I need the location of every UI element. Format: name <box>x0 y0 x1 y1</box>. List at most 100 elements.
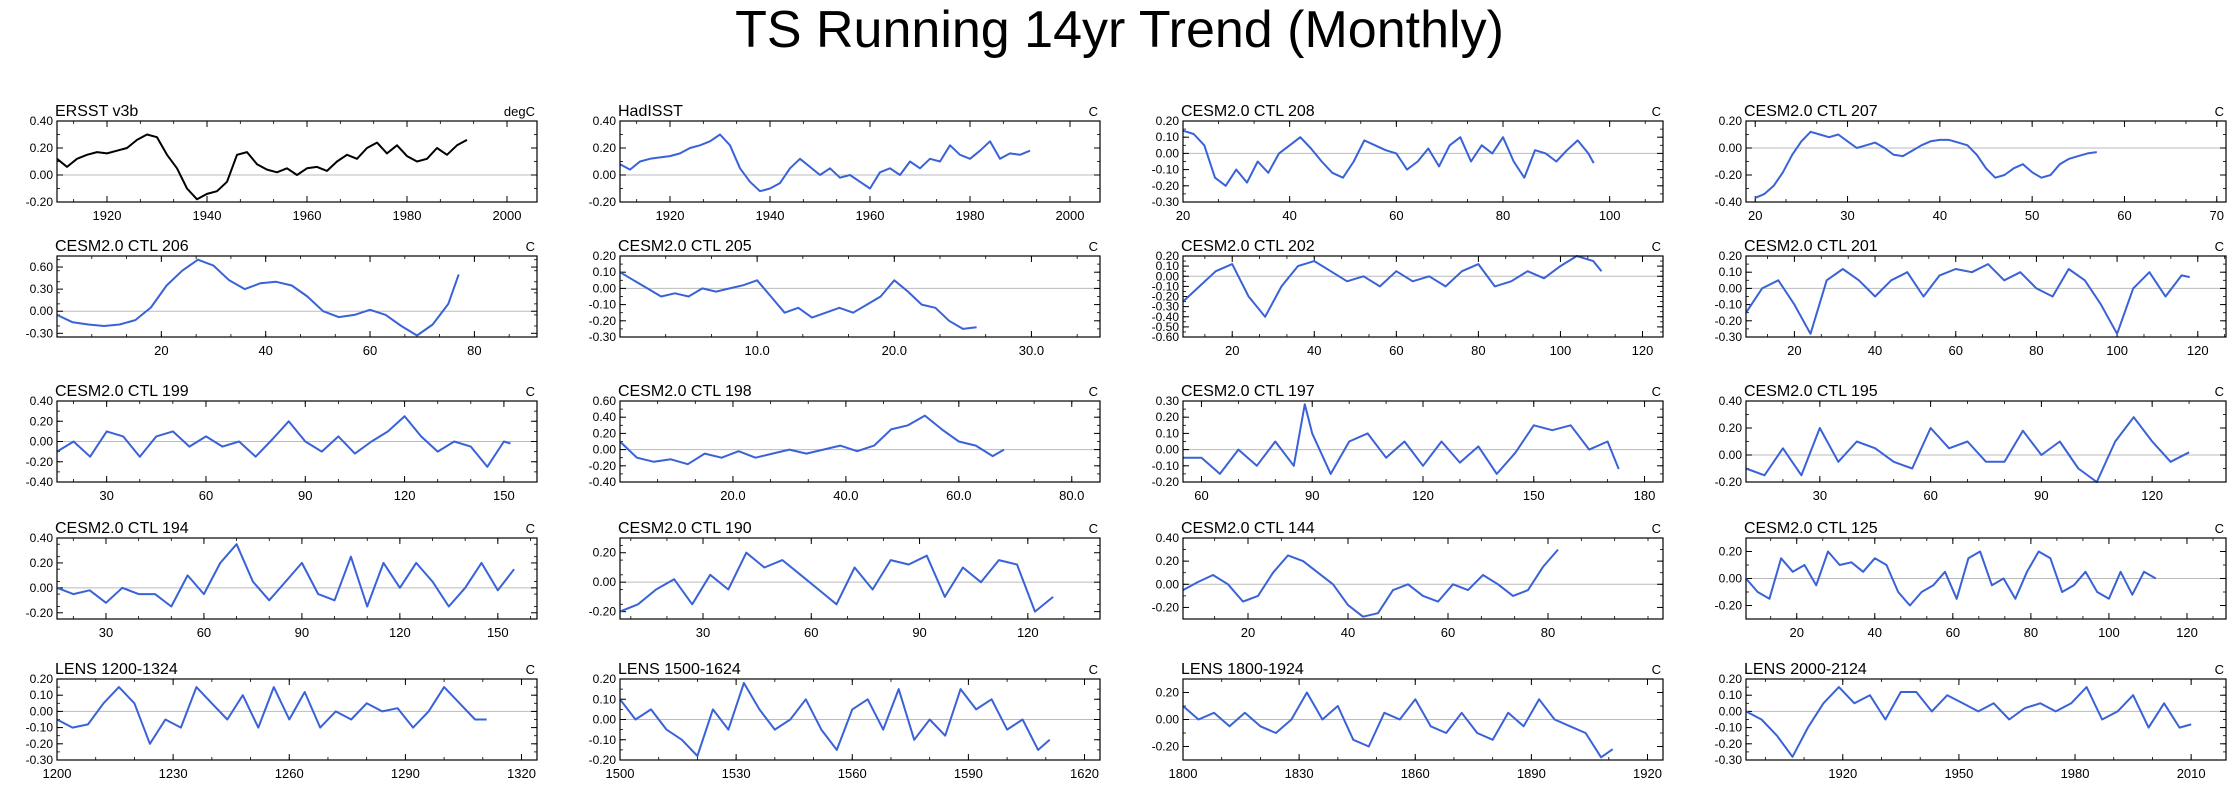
y-tick-label: -0.40 <box>1152 310 1180 324</box>
series-line <box>619 414 1005 466</box>
x-tick-label: 100 <box>1599 208 1621 223</box>
x-tick-label: 120 <box>2141 488 2163 503</box>
x-tick-label: 90 <box>295 625 309 640</box>
figure-title: TS Running 14yr Trend (Monthly) <box>735 1 1504 59</box>
panel-title: LENS 2000-2124 <box>1744 661 1867 678</box>
series-line <box>1745 416 2190 483</box>
y-tick-label: 0.40 <box>1156 531 1180 545</box>
x-tick-label: 1590 <box>954 766 983 781</box>
y-tick-label: 0.00 <box>593 168 617 182</box>
x-tick-label: 20.0 <box>882 343 907 358</box>
panel-units: C <box>1652 239 1661 254</box>
x-tick-label: 60 <box>2117 208 2131 223</box>
x-tick-label: 1920 <box>1633 766 1662 781</box>
y-tick-label: -0.20 <box>1152 740 1180 754</box>
y-tick-label: 0.20 <box>30 672 54 686</box>
y-tick-label: -0.10 <box>589 298 617 312</box>
panel-units: C <box>1652 662 1661 677</box>
x-tick-label: 1200 <box>43 766 72 781</box>
x-tick-label: 150 <box>493 488 515 503</box>
series-line <box>1183 403 1620 475</box>
y-tick-label: 0.00 <box>1156 713 1180 727</box>
x-tick-label: 1950 <box>1944 766 1973 781</box>
x-tick-label: 20 <box>1748 208 1762 223</box>
series-line <box>56 133 468 201</box>
y-tick-label: 0.40 <box>593 410 617 424</box>
x-tick-label: 2000 <box>493 208 522 223</box>
x-tick-label: 20.0 <box>720 488 745 503</box>
x-tick-label: 60 <box>1194 488 1208 503</box>
y-tick-label: -0.20 <box>1715 737 1743 751</box>
y-tick-label: 0.20 <box>1156 686 1180 700</box>
x-tick-label: 1800 <box>1169 766 1198 781</box>
plot-frame <box>1182 255 1664 338</box>
chart-panel: LENS 1200-1324 C 1200 1230 1260 1290 1320 -0.30… <box>26 661 538 781</box>
x-tick-label: 1290 <box>391 766 420 781</box>
series-line <box>1745 263 2190 335</box>
x-tick-label: 90 <box>912 625 926 640</box>
y-tick-label: -0.10 <box>1152 163 1180 177</box>
x-tick-label: 40 <box>1307 343 1321 358</box>
x-tick-label: 20 <box>154 343 168 358</box>
x-tick-label: 120 <box>1412 488 1434 503</box>
series-line <box>1754 130 2097 199</box>
x-tick-label: 120 <box>394 488 416 503</box>
x-tick-label: 120 <box>1017 625 1039 640</box>
y-tick-label: 0.10 <box>30 688 54 702</box>
y-tick-label: 0.30 <box>1156 394 1180 408</box>
x-tick-label: 1500 <box>606 766 635 781</box>
plot-frame <box>1745 678 2227 761</box>
y-tick-label: 0.00 <box>593 713 617 727</box>
plot-frame <box>1182 537 1664 620</box>
y-tick-label: -0.20 <box>26 195 54 209</box>
y-tick-label: 0.00 <box>1156 269 1180 283</box>
panel-units: degC <box>504 104 535 119</box>
y-tick-label: -0.30 <box>1152 300 1180 314</box>
x-tick-label: 60 <box>1923 488 1937 503</box>
x-tick-label: 120 <box>2176 625 2198 640</box>
y-tick-label: 0.00 <box>30 581 54 595</box>
panel-title: CESM2.0 CTL 197 <box>1181 383 1315 400</box>
x-tick-label: 150 <box>487 625 509 640</box>
y-tick-label: 0.10 <box>1156 426 1180 440</box>
x-tick-label: 60.0 <box>946 488 971 503</box>
y-tick-label: -0.30 <box>1715 753 1743 767</box>
x-tick-label: 80 <box>1496 208 1510 223</box>
y-tick-label: 0.20 <box>1156 249 1180 263</box>
y-tick-label: 0.00 <box>1719 141 1743 155</box>
series-line <box>1745 686 2192 758</box>
x-tick-label: 30 <box>1840 208 1854 223</box>
panel-units: C <box>2215 239 2224 254</box>
x-tick-label: 80 <box>2024 625 2038 640</box>
x-tick-label: 120 <box>1632 343 1654 358</box>
chart-panel: CESM2.0 CTL 202 C 20 40 60 80 100 120 -0.60-0.50… <box>1152 238 1664 358</box>
y-tick-label: -0.20 <box>1715 168 1743 182</box>
y-tick-label: 0.40 <box>30 531 54 545</box>
x-tick-label: 60 <box>199 488 213 503</box>
x-tick-label: 20 <box>1176 208 1190 223</box>
x-tick-label: 30 <box>99 488 113 503</box>
x-tick-label: 40.0 <box>833 488 858 503</box>
x-tick-label: 1320 <box>507 766 536 781</box>
y-tick-label: -0.60 <box>1152 330 1180 344</box>
x-tick-label: 2000 <box>1056 208 1085 223</box>
y-tick-label: -0.20 <box>26 455 54 469</box>
y-tick-label: 0.00 <box>1156 443 1180 457</box>
y-tick-label: 0.20 <box>1719 672 1743 686</box>
series-line <box>1182 691 1614 759</box>
x-tick-label: 1920 <box>93 208 122 223</box>
y-tick-label: -0.10 <box>1152 279 1180 293</box>
y-tick-label: 0.20 <box>593 426 617 440</box>
panel-title: CESM2.0 CTL 144 <box>1181 520 1315 537</box>
series-line <box>56 543 515 608</box>
y-tick-label: -0.10 <box>26 721 54 735</box>
plot-frame <box>56 537 538 620</box>
panel-units: C <box>526 384 535 399</box>
panel-units: C <box>526 521 535 536</box>
y-tick-label: -0.20 <box>1152 600 1180 614</box>
y-tick-label: -0.20 <box>1152 290 1180 304</box>
x-tick-label: 1920 <box>656 208 685 223</box>
panel-title: CESM2.0 CTL 190 <box>618 520 752 537</box>
chart-panel: CESM2.0 CTL 190 C 30 60 90 120 -0.20 0.00 0.20 <box>589 520 1101 640</box>
x-tick-label: 40 <box>1933 208 1947 223</box>
